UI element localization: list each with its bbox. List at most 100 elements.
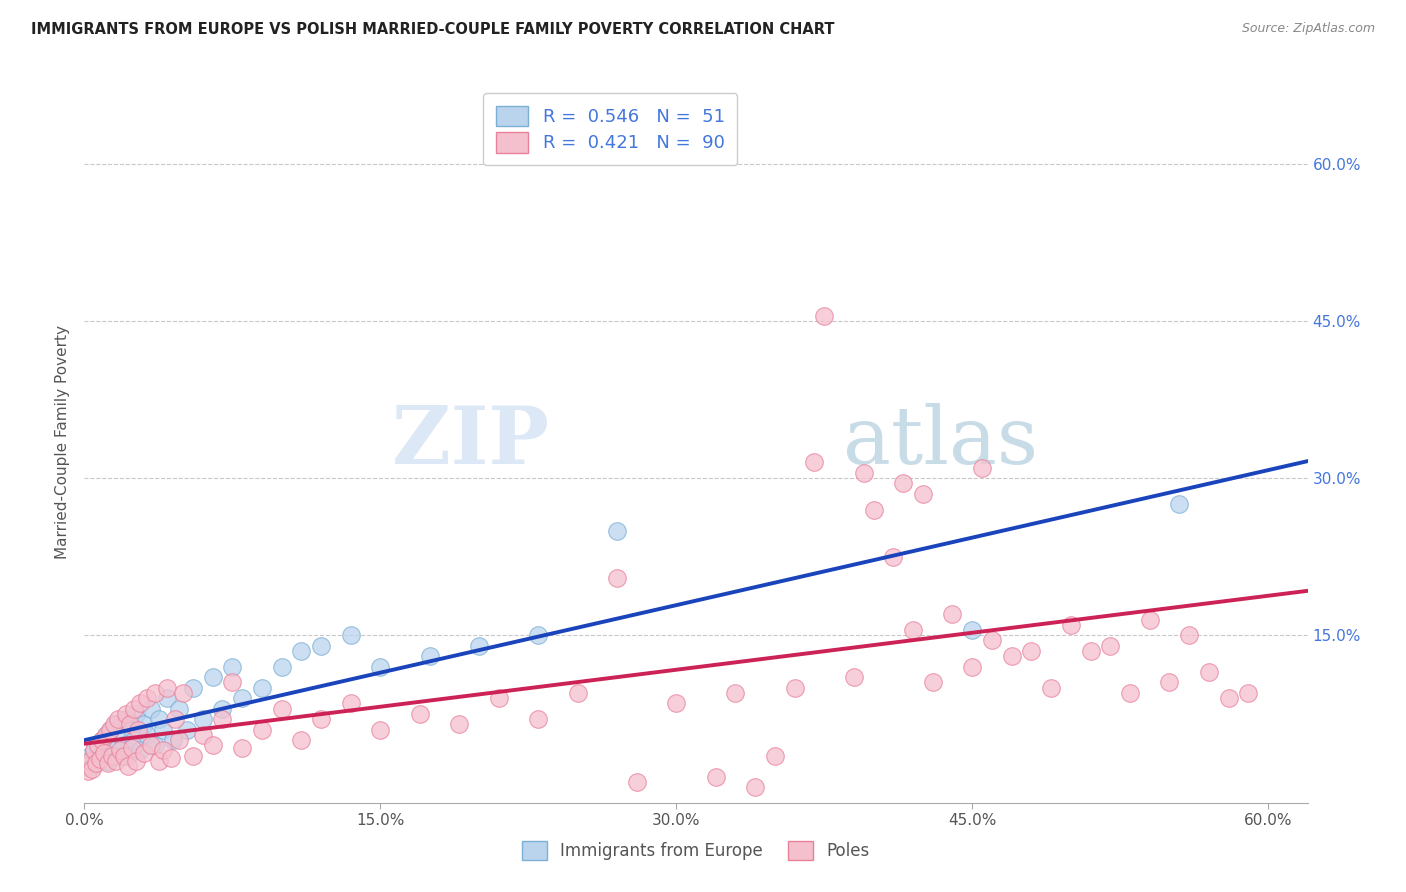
Point	[852, 466, 875, 480]
Point	[211, 701, 233, 715]
Point	[665, 696, 688, 710]
Point	[882, 549, 904, 564]
Point	[527, 628, 550, 642]
Text: IMMIGRANTS FROM EUROPE VS POLISH MARRIED-COUPLE FAMILY POVERTY CORRELATION CHART: IMMIGRANTS FROM EUROPE VS POLISH MARRIED…	[31, 22, 834, 37]
Point	[141, 738, 163, 752]
Point	[82, 762, 104, 776]
Point	[1080, 644, 1102, 658]
Point	[960, 623, 983, 637]
Point	[165, 712, 187, 726]
Point	[231, 691, 253, 706]
Point	[89, 748, 111, 763]
Point	[152, 743, 174, 757]
Point	[1021, 644, 1043, 658]
Point	[97, 756, 120, 770]
Point	[156, 681, 179, 695]
Point	[84, 754, 107, 768]
Point	[181, 681, 204, 695]
Point	[181, 748, 204, 763]
Text: Source: ZipAtlas.com: Source: ZipAtlas.com	[1241, 22, 1375, 36]
Point	[626, 775, 648, 789]
Point	[290, 733, 312, 747]
Point	[1218, 691, 1240, 706]
Point	[783, 681, 806, 695]
Point	[606, 571, 628, 585]
Point	[77, 754, 100, 768]
Point	[911, 487, 934, 501]
Point	[118, 717, 141, 731]
Point	[77, 764, 100, 779]
Point	[813, 309, 835, 323]
Point	[339, 696, 361, 710]
Point	[941, 607, 963, 622]
Point	[191, 712, 214, 726]
Point	[1040, 681, 1063, 695]
Point	[1119, 686, 1142, 700]
Point	[148, 712, 170, 726]
Point	[1198, 665, 1220, 679]
Point	[132, 746, 155, 760]
Point	[176, 723, 198, 737]
Point	[921, 675, 943, 690]
Point	[89, 752, 111, 766]
Point	[960, 659, 983, 673]
Point	[122, 733, 145, 747]
Point	[112, 738, 135, 752]
Point	[567, 686, 589, 700]
Point	[221, 659, 243, 673]
Point	[145, 738, 167, 752]
Point	[704, 770, 727, 784]
Point	[87, 738, 110, 752]
Point	[124, 754, 146, 768]
Point	[91, 733, 114, 747]
Point	[98, 723, 121, 737]
Point	[82, 759, 104, 773]
Point	[160, 751, 183, 765]
Point	[201, 738, 224, 752]
Point	[1099, 639, 1122, 653]
Point	[83, 743, 105, 757]
Point	[744, 780, 766, 794]
Point	[127, 723, 149, 737]
Point	[1060, 617, 1083, 632]
Point	[803, 455, 825, 469]
Point	[93, 746, 115, 760]
Point	[112, 748, 135, 763]
Point	[1139, 613, 1161, 627]
Point	[83, 743, 105, 757]
Point	[409, 706, 432, 721]
Point	[172, 686, 194, 700]
Point	[108, 743, 131, 757]
Point	[94, 728, 117, 742]
Point	[891, 476, 914, 491]
Point	[309, 712, 332, 726]
Point	[1178, 628, 1201, 642]
Point	[419, 649, 441, 664]
Point	[132, 717, 155, 731]
Point	[87, 738, 110, 752]
Point	[101, 748, 124, 763]
Point	[527, 712, 550, 726]
Point	[250, 681, 273, 695]
Point	[901, 623, 924, 637]
Text: ZIP: ZIP	[392, 402, 550, 481]
Point	[162, 733, 184, 747]
Point	[104, 717, 127, 731]
Point	[94, 728, 117, 742]
Point	[124, 706, 146, 721]
Point	[128, 696, 150, 710]
Point	[141, 701, 163, 715]
Point	[104, 754, 127, 768]
Point	[121, 723, 143, 737]
Point	[270, 701, 292, 715]
Point	[488, 691, 510, 706]
Point	[108, 728, 131, 742]
Point	[75, 759, 97, 773]
Point	[117, 748, 139, 763]
Point	[156, 691, 179, 706]
Point	[136, 691, 159, 706]
Point	[136, 728, 159, 742]
Point	[128, 743, 150, 757]
Point	[107, 712, 129, 726]
Point	[290, 644, 312, 658]
